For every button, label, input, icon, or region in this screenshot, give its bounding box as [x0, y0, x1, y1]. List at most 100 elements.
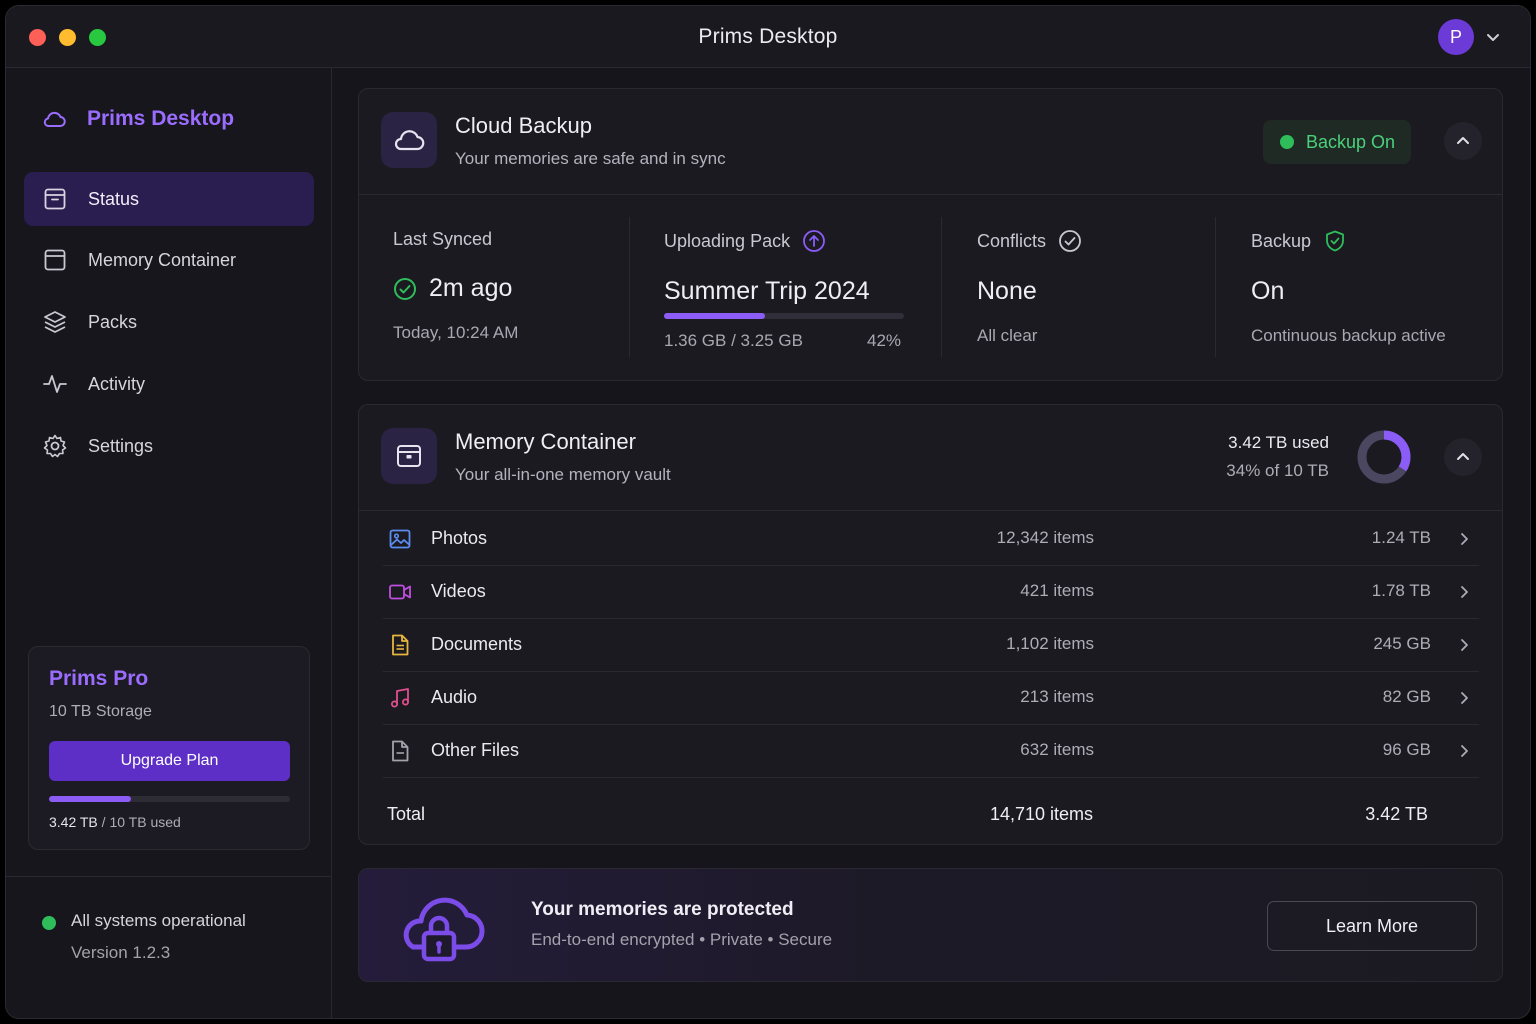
- list-item-other-files[interactable]: Other Files 632 items 96 GB: [383, 725, 1479, 778]
- cloud-icon: [43, 111, 66, 127]
- stat-conflicts: Conflicts None All clear: [977, 229, 1082, 346]
- total-size: 3.42 TB: [1365, 804, 1428, 824]
- protection-banner: Your memories are protected End-to-end e…: [358, 868, 1503, 982]
- donut-used-arc: [1357, 430, 1411, 484]
- app-version: Version 1.2.3: [71, 943, 171, 962]
- storage-used-text: 3.42 TB / 10 TB used: [49, 814, 181, 830]
- protection-title: Your memories are protected: [531, 899, 794, 920]
- stat-note: Today, 10:24 AM: [393, 323, 519, 342]
- protection-subtitle: End-to-end encrypted • Private • Secure: [531, 930, 833, 949]
- category-size: 82 GB: [1382, 687, 1431, 706]
- sidebar-item-label: Memory Container: [88, 249, 237, 270]
- brand[interactable]: Prims Desktop: [41, 106, 234, 132]
- category-size: 1.24 TB: [1371, 528, 1431, 547]
- shield-check-icon: [1326, 230, 1344, 252]
- sidebar-divider: [6, 876, 331, 877]
- card-subtitle: Your memories are safe and in sync: [455, 149, 726, 168]
- category-items: 421 items: [1020, 581, 1094, 600]
- title-bar: Prims Desktop P: [6, 6, 1530, 68]
- zoom-window-button[interactable]: [89, 29, 106, 46]
- total-row: Total 14,710 items 3.42 TB: [383, 778, 1479, 843]
- category-items: 213 items: [1020, 687, 1094, 706]
- upload-progress-bar: [664, 313, 904, 319]
- upload-sizes: 1.36 GB / 3.25 GB: [664, 331, 803, 350]
- list-item-documents[interactable]: Documents 1,102 items 245 GB: [383, 619, 1479, 672]
- sidebar-item-label: Packs: [88, 311, 138, 332]
- list-item-videos[interactable]: Videos 421 items 1.78 TB: [383, 566, 1479, 619]
- stat-last-synced: Last Synced 2m ago Today, 10:24 AM: [393, 229, 518, 343]
- backup-status-badge[interactable]: Backup On: [1263, 120, 1411, 164]
- category-name: Videos: [431, 581, 486, 601]
- card-subtitle: Your all-in-one memory vault: [455, 465, 671, 484]
- stat-value: None: [977, 277, 1037, 305]
- sidebar-item-label: Activity: [88, 373, 146, 394]
- avatar[interactable]: P: [1438, 19, 1474, 55]
- collapse-memory-button[interactable]: [1444, 438, 1482, 476]
- category-name: Photos: [431, 528, 488, 548]
- upload-arrow-icon: [803, 230, 825, 252]
- list-item-photos[interactable]: Photos 12,342 items 1.24 TB: [383, 513, 1479, 566]
- category-name: Audio: [431, 687, 478, 707]
- storage-used-rest: / 10 TB used: [97, 814, 181, 830]
- stat-divider: [629, 217, 630, 357]
- chevron-down-icon[interactable]: [1484, 28, 1502, 46]
- close-window-button[interactable]: [29, 29, 46, 46]
- window-title: Prims Desktop: [698, 25, 838, 48]
- category-name: Documents: [431, 634, 523, 654]
- sidebar-item-label: Settings: [88, 435, 154, 456]
- total-items: 14,710 items: [989, 804, 1093, 824]
- sidebar-item-label: Status: [88, 188, 140, 209]
- sidebar-item-activity[interactable]: Activity: [24, 357, 314, 411]
- stat-label: Backup: [1251, 230, 1312, 251]
- storage-progress-fill: [49, 796, 132, 802]
- card-divider: [359, 510, 1502, 511]
- category-size: 96 GB: [1382, 740, 1431, 759]
- image-icon: [389, 529, 411, 549]
- layers-icon: [44, 311, 66, 333]
- system-status: All systems operational: [71, 911, 246, 930]
- collapse-backup-button[interactable]: [1444, 122, 1482, 160]
- stat-note: Continuous backup active: [1251, 326, 1446, 345]
- storage-progress-bar: [49, 796, 290, 802]
- card-icon-box: [381, 112, 437, 168]
- stat-divider: [941, 217, 942, 357]
- stat-value: 2m ago: [429, 274, 513, 302]
- chevron-right-icon: [1461, 692, 1468, 704]
- list-item-audio[interactable]: Audio 213 items 82 GB: [383, 672, 1479, 725]
- sidebar-item-packs[interactable]: Packs: [24, 295, 314, 349]
- video-icon: [389, 584, 411, 600]
- stat-label: Uploading Pack: [664, 230, 791, 251]
- sidebar-item-settings[interactable]: Settings: [24, 419, 314, 473]
- total-label: Total: [387, 804, 426, 824]
- card-title: Memory Container: [455, 429, 636, 454]
- upload-progress-fill: [664, 313, 765, 319]
- sidebar-item-status[interactable]: Status: [24, 172, 314, 226]
- stat-divider: [1215, 217, 1216, 357]
- learn-more-button[interactable]: Learn More: [1267, 901, 1477, 951]
- stat-label: Conflicts: [977, 230, 1047, 251]
- brand-name: Prims Desktop: [87, 107, 235, 130]
- cloud-backup-card: Cloud Backup Your memories are safe and …: [358, 88, 1503, 381]
- chevron-right-icon: [1461, 745, 1468, 757]
- status-dot-icon: [42, 916, 56, 930]
- music-icon: [391, 688, 409, 708]
- chevron-right-icon: [1461, 533, 1468, 545]
- upgrade-plan-button[interactable]: Upgrade Plan: [49, 741, 290, 781]
- stat-label: Last Synced: [393, 229, 493, 249]
- sidebar-item-memory-container[interactable]: Memory Container: [24, 233, 314, 287]
- cloud-lock-icon: [403, 897, 485, 962]
- uploading-pack-name: Summer Trip 2024: [664, 277, 870, 305]
- memory-container-card: Memory Container Your all-in-one memory …: [358, 404, 1503, 845]
- chevron-right-icon: [1461, 586, 1468, 598]
- category-items: 1,102 items: [1006, 634, 1094, 653]
- status-dot-icon: [1280, 135, 1294, 149]
- chevron-right-icon: [1461, 639, 1468, 651]
- upload-percent: 42%: [867, 331, 902, 350]
- container-percent: 34% of 10 TB: [1226, 461, 1329, 480]
- storage-donut-chart: [1357, 430, 1411, 484]
- card-icon-box: [381, 428, 437, 484]
- category-size: 245 GB: [1373, 634, 1431, 653]
- minimize-window-button[interactable]: [59, 29, 76, 46]
- document-icon: [392, 634, 409, 656]
- check-circle-icon: [1059, 230, 1081, 252]
